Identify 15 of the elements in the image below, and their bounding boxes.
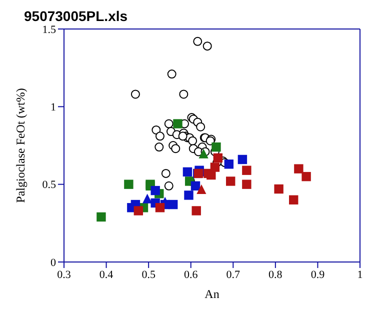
x-tick-label: 0.3 [57,268,72,281]
y-axis-title: Palgioclase FeOt (wt%) [13,88,28,203]
y-tick-label: 0.5 [42,179,56,192]
x-tick-label: 0.8 [268,268,283,281]
x-tick-label: 0.6 [184,268,198,281]
x-tick-label: 0.9 [310,268,326,281]
x-tick-label: 0.4 [99,268,114,281]
x-tick-label: 0.5 [142,268,156,281]
x-tick-label: 0.7 [226,268,241,281]
y-tick-label: 0 [50,256,56,269]
x-axis-title: An [204,287,220,301]
chart-title: 95073005PL.xls [24,8,128,24]
x-tick-label: 1 [357,268,363,281]
y-tick-label: 1 [50,102,56,114]
y-tick-label: 1.5 [42,24,56,36]
